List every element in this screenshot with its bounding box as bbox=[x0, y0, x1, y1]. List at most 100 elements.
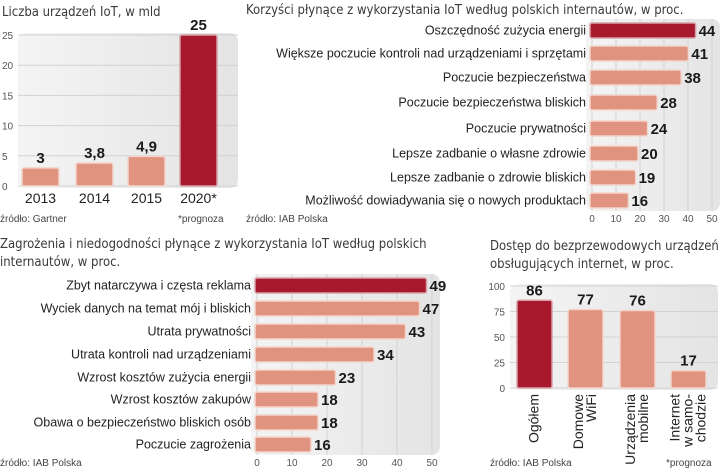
source: źródło: IAB Polska bbox=[246, 214, 328, 225]
chart-title: obsługujących internet, w proc. bbox=[490, 257, 674, 272]
chart-title: internautów, w proc. bbox=[0, 255, 120, 270]
chart-title: Zagrożenia i niedogodności płynące z wyk… bbox=[0, 237, 427, 252]
bar bbox=[21, 167, 60, 187]
x-tick-label: 10 bbox=[286, 458, 298, 469]
category-label: Zbyt natarczywa i częsta reklama bbox=[66, 279, 251, 293]
x-tick-label: 50 bbox=[426, 458, 438, 469]
y-tick-label: 50 bbox=[494, 333, 506, 344]
bar bbox=[254, 323, 407, 340]
x-tick-label: 2015 bbox=[131, 190, 162, 206]
x-tick-label: 10 bbox=[610, 214, 622, 225]
y-tick-label: 25 bbox=[2, 31, 14, 42]
y-tick-label: 10 bbox=[2, 122, 14, 133]
value-label: 34 bbox=[377, 347, 394, 364]
value-label: 18 bbox=[321, 392, 338, 409]
value-label: 3 bbox=[36, 150, 44, 167]
chart-title: Korzyści płynące z wykorzystania IoT wed… bbox=[246, 3, 683, 18]
value-label: 16 bbox=[314, 437, 331, 454]
value-label: 18 bbox=[321, 415, 338, 432]
category-label: Poczucie zagrożenia bbox=[136, 438, 251, 452]
value-label: 23 bbox=[339, 370, 356, 387]
bar bbox=[589, 94, 658, 111]
category-label: Lepsze zadbanie o własne zdrowie bbox=[392, 147, 586, 161]
x-tick-label: 0 bbox=[254, 458, 260, 469]
value-label: 41 bbox=[691, 46, 708, 63]
value-label: 19 bbox=[639, 170, 656, 187]
category-label: Wzrost kosztów zużycia energii bbox=[77, 371, 251, 385]
value-label: 76 bbox=[629, 292, 646, 309]
category-label: Wzrost kosztów zakupów bbox=[111, 393, 252, 407]
plot-panel bbox=[586, 19, 720, 211]
category-label: Poczucie prywatności bbox=[466, 122, 586, 136]
category-label: Lepsze zadbanie o zdrowie bliskich bbox=[390, 171, 586, 185]
value-label: 77 bbox=[577, 291, 594, 308]
y-tick-label: 20 bbox=[2, 61, 14, 72]
value-label: 4,9 bbox=[136, 138, 157, 155]
x-tick-label: Ogółem bbox=[526, 394, 542, 443]
source: źródło: Gartner bbox=[0, 214, 67, 225]
bar bbox=[254, 277, 428, 294]
chart-title: Liczba urządzeń IoT, w mld bbox=[2, 5, 161, 20]
x-tick-label: Internet bbox=[667, 394, 683, 442]
bar bbox=[75, 162, 114, 187]
bar bbox=[589, 45, 690, 62]
x-tick-label: 20 bbox=[634, 214, 646, 225]
x-tick-label: 50 bbox=[706, 214, 718, 225]
x-tick-label: 2014 bbox=[79, 190, 110, 206]
value-label: 3,8 bbox=[84, 145, 105, 162]
chart-iot-benefits: Korzyści płynące z wykorzystania IoT wed… bbox=[246, 3, 720, 225]
y-tick-label: 0 bbox=[2, 182, 8, 193]
y-tick-label: 100 bbox=[488, 282, 505, 293]
x-tick-label: 40 bbox=[682, 214, 694, 225]
value-label: 44 bbox=[699, 23, 716, 40]
bar bbox=[589, 120, 649, 137]
value-label: 43 bbox=[409, 324, 426, 341]
chart-iot-threats: Zagrożenia i niedogodności płynące z wyk… bbox=[0, 237, 446, 469]
bar bbox=[589, 169, 637, 186]
bar bbox=[589, 145, 639, 162]
bar bbox=[589, 192, 630, 209]
bar bbox=[619, 309, 656, 389]
x-tick-label: WiFi bbox=[583, 394, 599, 422]
y-tick-label: 75 bbox=[494, 308, 506, 319]
bar bbox=[670, 369, 707, 389]
x-tick-label: chodzie bbox=[693, 394, 709, 442]
value-label: 47 bbox=[423, 301, 440, 318]
bar bbox=[254, 414, 319, 431]
y-tick-label: 5 bbox=[2, 152, 8, 163]
category-label: Utrata prywatności bbox=[147, 325, 251, 339]
value-label: 17 bbox=[680, 353, 697, 370]
category-label: Poczucie bezpieczeństwa bliskich bbox=[398, 96, 586, 110]
chart-title: Dostęp do bezprzewodowych urządzeń bbox=[490, 239, 719, 254]
x-tick-label: Urządzenia bbox=[622, 394, 638, 465]
source: źródło: IAB Polska bbox=[0, 458, 82, 469]
bar bbox=[254, 391, 319, 408]
value-label: 20 bbox=[641, 146, 658, 163]
note: *prognoza bbox=[666, 458, 712, 469]
note: *prognoza bbox=[178, 214, 224, 225]
category-label: Oszczędność zużycia energii bbox=[425, 24, 586, 38]
bar bbox=[254, 369, 337, 386]
x-tick-label: w samo- bbox=[680, 394, 696, 448]
value-label: 16 bbox=[631, 193, 648, 210]
category-label: Obawa o bezpieczeństwo bliskich osób bbox=[34, 416, 252, 430]
bar bbox=[589, 22, 697, 39]
bar bbox=[254, 436, 312, 453]
chart-iot-devices: Liczba urządzeń IoT, w mld 0 5 10 15 20 25 3 201… bbox=[0, 5, 238, 225]
x-tick-label: mobilne bbox=[635, 394, 651, 443]
x-tick-label: 40 bbox=[391, 458, 403, 469]
x-tick-label: 30 bbox=[658, 214, 670, 225]
x-tick-label: 30 bbox=[356, 458, 368, 469]
plot-panel bbox=[251, 274, 440, 455]
chart-wireless-access: Dostęp do bezprzewodowych urządzeń obsług… bbox=[488, 239, 719, 469]
x-tick-label: 2013 bbox=[25, 190, 56, 206]
source: źródło: IAB Polska bbox=[490, 458, 572, 469]
y-tick-label: 15 bbox=[2, 91, 14, 102]
bar bbox=[516, 299, 553, 389]
category-label: Poczucie bezpieczeństwa bbox=[443, 71, 586, 85]
x-tick-label: 2020* bbox=[180, 190, 217, 206]
value-label: 86 bbox=[526, 282, 543, 299]
x-tick-label: Domowe bbox=[570, 394, 586, 449]
y-tick-label: 0 bbox=[499, 384, 505, 395]
